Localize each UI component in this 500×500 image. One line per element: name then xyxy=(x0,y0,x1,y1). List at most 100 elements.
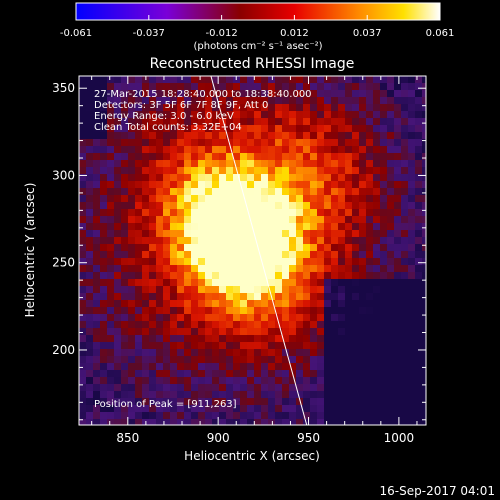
heatmap-cell xyxy=(352,384,360,392)
heatmap-cell xyxy=(79,125,87,133)
heatmap-cell xyxy=(394,335,402,343)
heatmap-cell xyxy=(114,167,122,175)
heatmap-cell xyxy=(198,335,206,343)
heatmap-cell xyxy=(373,111,381,119)
heatmap-cell xyxy=(240,216,248,224)
heatmap-cell xyxy=(408,391,416,399)
heatmap-cell xyxy=(275,314,283,322)
heatmap-cell xyxy=(93,398,101,406)
heatmap-cell xyxy=(114,272,122,280)
heatmap-cell xyxy=(373,314,381,322)
heatmap-cell xyxy=(128,237,136,245)
heatmap-cell xyxy=(268,76,276,84)
heatmap-cell xyxy=(345,216,353,224)
heatmap-cell xyxy=(317,216,325,224)
heatmap-cell xyxy=(317,356,325,364)
heatmap-cell xyxy=(373,209,381,217)
heatmap-cell xyxy=(380,244,388,252)
heatmap-cell xyxy=(254,118,262,126)
heatmap-cell xyxy=(100,300,108,308)
heatmap-cell xyxy=(394,118,402,126)
heatmap-cell xyxy=(408,174,416,182)
heatmap-cell xyxy=(310,356,318,364)
heatmap-cell xyxy=(247,265,255,273)
heatmap-cell xyxy=(289,97,297,105)
heatmap-cell xyxy=(184,300,192,308)
heatmap-cell xyxy=(366,279,374,287)
heatmap-cell xyxy=(233,174,241,182)
heatmap-cell xyxy=(205,370,213,378)
heatmap-cell xyxy=(352,412,360,420)
heatmap-cell xyxy=(387,111,395,119)
heatmap-cell xyxy=(177,293,185,301)
heatmap-cell xyxy=(121,265,129,273)
heatmap-cell xyxy=(142,223,150,231)
heatmap-cell xyxy=(219,370,227,378)
heatmap-cell xyxy=(163,160,171,168)
heatmap-cell xyxy=(401,125,409,133)
heatmap-cell xyxy=(86,160,94,168)
annotation-detectors: Detectors: 3F 5F 6F 7F 8F 9F, Att 0 xyxy=(94,100,268,111)
heatmap-cell xyxy=(401,209,409,217)
heatmap-cell xyxy=(331,293,339,301)
heatmap-cell xyxy=(345,230,353,238)
heatmap-cell xyxy=(240,328,248,336)
heatmap-cell xyxy=(352,356,360,364)
heatmap-cell xyxy=(338,307,346,315)
heatmap-cell xyxy=(254,272,262,280)
heatmap-cell xyxy=(254,370,262,378)
heatmap-cell xyxy=(107,174,115,182)
heatmap-cell xyxy=(380,167,388,175)
heatmap-cell xyxy=(387,118,395,126)
heatmap-cell xyxy=(156,356,164,364)
heatmap-cell xyxy=(128,251,136,259)
heatmap-cell xyxy=(345,342,353,350)
heatmap-cell xyxy=(114,125,122,133)
heatmap-cell xyxy=(254,391,262,399)
heatmap-cell xyxy=(163,356,171,364)
heatmap-cell xyxy=(205,321,213,329)
heatmap-cell xyxy=(247,188,255,196)
heatmap-cell xyxy=(331,370,339,378)
heatmap-cell xyxy=(100,286,108,294)
heatmap-cell xyxy=(296,97,304,105)
heatmap-cell xyxy=(289,237,297,245)
heatmap-cell xyxy=(380,412,388,420)
heatmap-cell xyxy=(373,188,381,196)
heatmap-cell xyxy=(366,160,374,168)
heatmap-cell xyxy=(191,377,199,385)
heatmap-cell xyxy=(170,188,178,196)
heatmap-cell xyxy=(191,83,199,91)
heatmap-cell xyxy=(394,300,402,308)
heatmap-cell xyxy=(170,279,178,287)
heatmap-cell xyxy=(373,160,381,168)
heatmap-cell xyxy=(331,356,339,364)
heatmap-cell xyxy=(156,419,164,425)
heatmap-cell xyxy=(387,328,395,336)
heatmap-cell xyxy=(135,153,143,161)
heatmap-cell xyxy=(191,209,199,217)
heatmap-cell xyxy=(345,76,353,84)
heatmap-cell xyxy=(100,202,108,210)
heatmap-cell xyxy=(212,104,220,112)
heatmap-cell xyxy=(135,412,143,420)
heatmap-cell xyxy=(359,132,367,140)
heatmap-cell xyxy=(359,307,367,315)
heatmap-cell xyxy=(408,209,416,217)
heatmap-cell xyxy=(359,111,367,119)
heatmap-cell xyxy=(177,272,185,280)
heatmap-cell xyxy=(303,419,311,425)
heatmap-cell xyxy=(310,349,318,357)
heatmap-cell xyxy=(142,202,150,210)
heatmap-cell xyxy=(345,349,353,357)
heatmap-cell xyxy=(240,321,248,329)
heatmap-cell xyxy=(233,146,241,154)
heatmap-cell xyxy=(107,181,115,189)
heatmap-cell xyxy=(310,384,318,392)
heatmap-cell xyxy=(205,237,213,245)
heatmap-cell xyxy=(163,111,171,119)
heatmap-image xyxy=(79,76,426,425)
heatmap-cell xyxy=(338,167,346,175)
heatmap-cell xyxy=(401,412,409,420)
annotation-energy-range: Energy Range: 3.0 - 6.0 keV xyxy=(94,111,234,122)
